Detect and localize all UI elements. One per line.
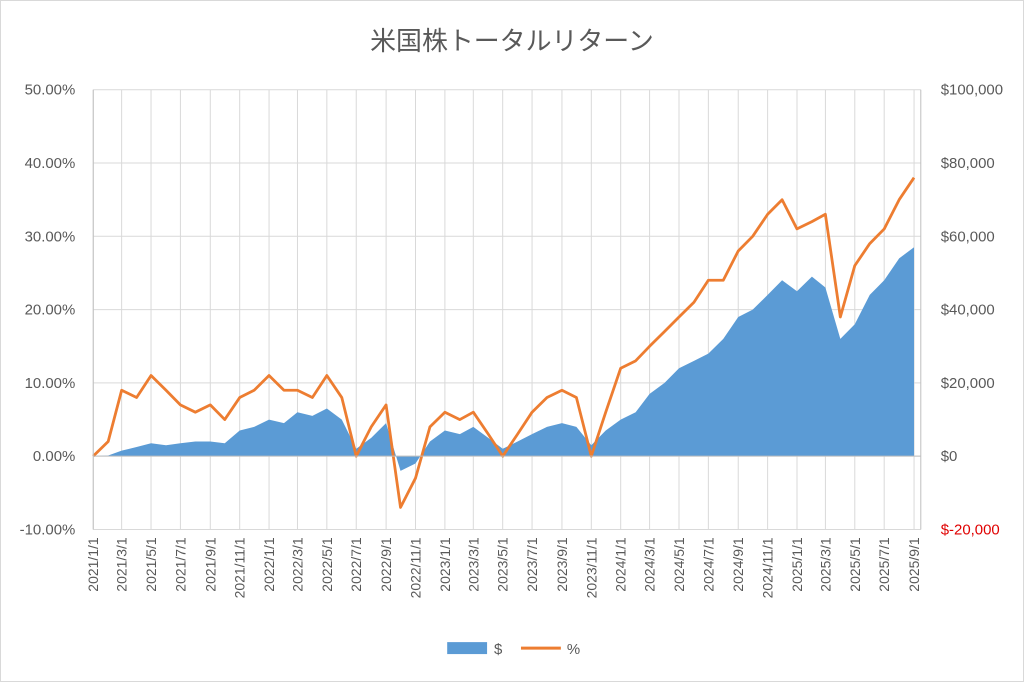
- y-left-tick-label: 10.00%: [25, 375, 76, 392]
- axes: [92, 89, 922, 530]
- x-tick-label: 2022/9/1: [378, 537, 394, 592]
- x-tick-label: 2023/9/1: [554, 537, 570, 592]
- x-tick-label: 2025/5/1: [847, 537, 863, 592]
- y-left-tick-label: 20.00%: [25, 302, 76, 319]
- x-tick-label: 2024/5/1: [671, 537, 687, 592]
- x-tick-label: 2023/1/1: [437, 537, 453, 592]
- y-left-tick-label: 40.00%: [25, 155, 76, 172]
- x-tick-label: 2021/5/1: [143, 537, 159, 592]
- x-tick-label: 2024/9/1: [730, 537, 746, 592]
- x-axis: 2021/1/1 2021/3/1 2021/5/1 2021/7/1 2021/9/1…: [85, 537, 922, 598]
- y-right-tick-label: $100,000: [941, 82, 1003, 99]
- x-tick-label: 2021/1/1: [85, 537, 101, 592]
- x-tick-label: 2023/3/1: [465, 537, 481, 592]
- y-left-tick-label: 0.00%: [33, 448, 75, 465]
- chart-title: 米国株トータルリターン: [370, 27, 654, 57]
- x-tick-label: 2021/11/1: [232, 537, 248, 598]
- x-tick-label: 2021/9/1: [202, 537, 218, 592]
- y-axis-left: 50.00% 40.00% 30.00% 20.00% 10.00% 0.00% -10.0…: [20, 82, 76, 539]
- y-right-tick-label: $80,000: [941, 155, 995, 172]
- legend-swatch-dollar: [447, 642, 488, 655]
- legend-label-dollar: $: [494, 641, 503, 658]
- y-right-tick-label: $20,000: [941, 375, 995, 392]
- y-axis-right: $100,000 $80,000 $60,000 $40,000 $20,000 $0 $-…: [941, 82, 1003, 539]
- x-tick-label: 2021/3/1: [114, 537, 130, 592]
- x-tick-label: 2023/11/1: [583, 537, 599, 598]
- legend: $ %: [447, 641, 580, 658]
- x-tick-label: 2025/7/1: [876, 537, 892, 592]
- y-left-tick-label: -10.00%: [20, 521, 76, 538]
- x-tick-label: 2022/5/1: [319, 537, 335, 592]
- x-tick-label: 2024/1/1: [613, 537, 629, 592]
- y-right-tick-label: $60,000: [941, 228, 995, 245]
- x-tick-label: 2024/11/1: [760, 537, 776, 598]
- y-left-tick-label: 50.00%: [25, 82, 76, 99]
- x-tick-label: 2023/5/1: [495, 537, 511, 592]
- legend-label-percent: %: [567, 641, 580, 658]
- x-tick-label: 2022/11/1: [407, 537, 423, 598]
- area-layer: [93, 247, 915, 471]
- x-tick-label: 2022/1/1: [261, 537, 277, 592]
- y-right-tick-label: $40,000: [941, 302, 995, 319]
- y-right-tick-label: $-20,000: [941, 521, 1000, 538]
- y-left-tick-label: 30.00%: [25, 228, 76, 245]
- x-tick-label: 2024/3/1: [642, 537, 658, 592]
- y-right-tick-label: $0: [941, 448, 958, 465]
- x-tick-label: 2024/7/1: [700, 537, 716, 592]
- x-tick-label: 2025/9/1: [906, 537, 922, 592]
- x-tick-label: 2025/3/1: [817, 537, 833, 592]
- x-tick-label: 2022/7/1: [348, 537, 364, 592]
- series-dollar-area: [93, 247, 915, 471]
- x-tick-label: 2023/7/1: [524, 537, 540, 592]
- x-tick-label: 2021/7/1: [172, 537, 188, 592]
- x-tick-label: 2025/1/1: [789, 537, 805, 592]
- x-tick-label: 2022/3/1: [289, 537, 305, 592]
